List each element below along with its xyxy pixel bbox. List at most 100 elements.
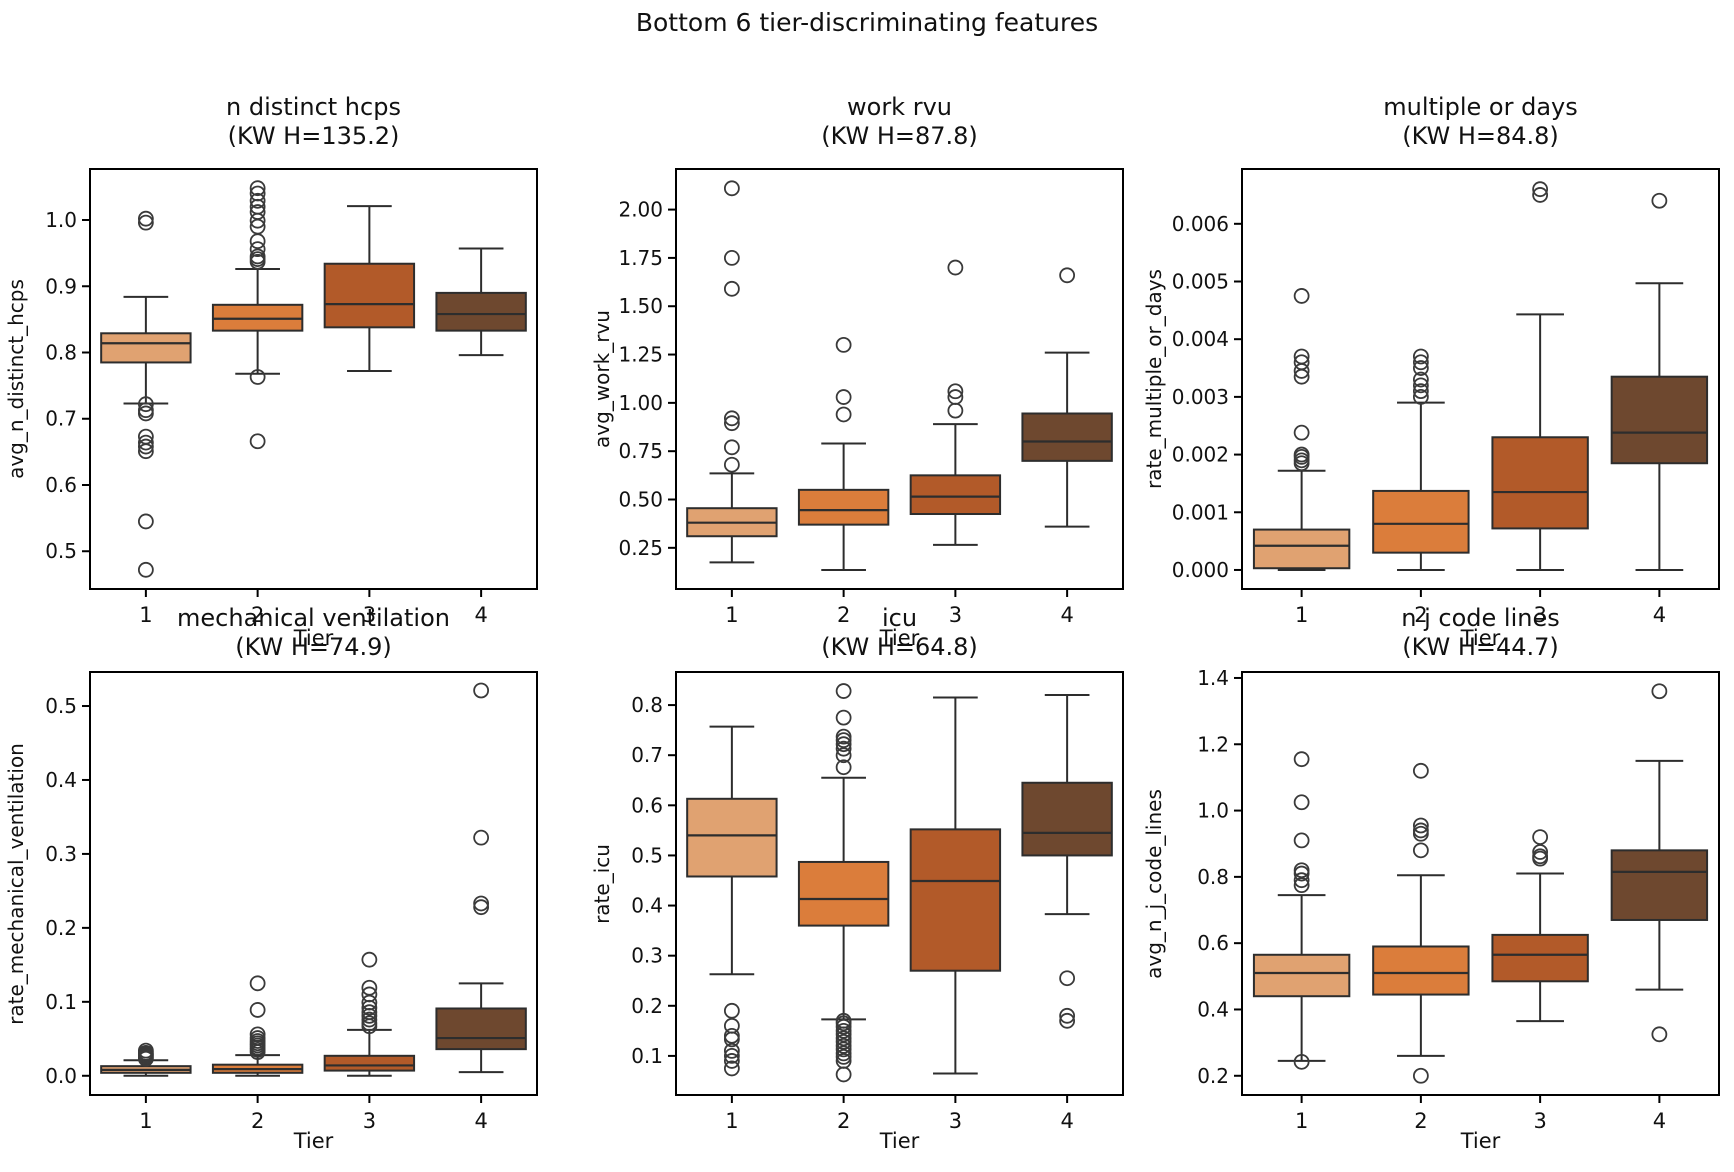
y-tick-label: 0.5: [631, 843, 663, 867]
outlier-point: [1651, 1026, 1668, 1043]
axes-frame: [1241, 671, 1720, 1096]
outlier-point: [1412, 817, 1429, 834]
outlier-point: [1651, 192, 1668, 209]
subplot-kw-stat: (KW H=87.8): [821, 122, 978, 150]
iqr-box: [435, 1007, 527, 1051]
subplot-title-n-distinct-hcps: n distinct hcps (KW H=135.2): [90, 93, 537, 151]
outlier-point: [835, 709, 852, 726]
subplot-title-mechanical-ventilation: mechanical ventilation (KW H=74.9): [90, 604, 537, 662]
axes-icu: 0.1 0.2 0.3 0.4 0.5 0.6 0.7 0.8 1 2 3 4: [631, 671, 1124, 1133]
outlier-point: [1412, 762, 1429, 779]
y-tick-label: 0.50: [618, 488, 663, 512]
box-group-tier-4: [1610, 192, 1709, 571]
outlier-point: [137, 561, 154, 578]
outlier-point: [723, 415, 740, 432]
y-tick-label: 0.6: [1197, 931, 1229, 955]
outlier-point: [1293, 1053, 1310, 1070]
y-tick-label: 0.2: [631, 994, 663, 1018]
outlier-point: [1412, 383, 1429, 400]
outlier-point: [723, 456, 740, 473]
plot-area: [90, 169, 537, 589]
subplot-kw-stat: (KW H=135.2): [227, 122, 400, 150]
subplot-title-work-rvu: work rvu (KW H=87.8): [676, 93, 1123, 151]
y-tick-label: 0.5: [45, 539, 77, 563]
x-tick-label: 1: [139, 603, 152, 627]
y-tick-label: 0.2: [1197, 1064, 1229, 1088]
y-tick-label: 0.004: [1172, 327, 1229, 351]
outlier-point: [835, 740, 852, 757]
x-tick-label: 4: [1060, 1109, 1073, 1133]
outlier-point: [1651, 683, 1668, 700]
outlier-point: [723, 410, 740, 427]
x-tick-label: 3: [363, 1109, 376, 1133]
axes-frame: [89, 671, 538, 1096]
outlier-point: [137, 513, 154, 530]
y-tick-label: 1.0: [45, 208, 77, 232]
subplot-title-text: icu: [881, 604, 918, 632]
x-axis-label-tier: Tier: [879, 626, 920, 650]
box-group-tier-3: [909, 696, 1002, 1075]
outlier-point: [723, 180, 740, 197]
box-group-tier-2: [211, 975, 304, 1077]
outlier-point: [835, 759, 852, 776]
x-axis-label-tier: Tier: [1460, 626, 1501, 650]
y-tick-label: 0.000: [1172, 558, 1229, 582]
x-tick-label: 1: [1295, 603, 1308, 627]
x-tick-label: 1: [725, 603, 738, 627]
outlier-point: [137, 434, 154, 451]
iqr-box: [1252, 953, 1351, 998]
x-tick-label: 2: [837, 603, 850, 627]
x-tick-label: 4: [474, 1109, 487, 1133]
outlier-point: [723, 1002, 740, 1019]
outlier-point: [723, 250, 740, 266]
outlier-point: [723, 1042, 740, 1059]
y-tick-label: 1.4: [1197, 666, 1229, 690]
outlier-point: [723, 1048, 740, 1064]
outlier-point: [249, 433, 266, 450]
axes-n-distinct-hcps: 0.5 0.6 0.7 0.8 0.9 1.0 1 2 3 4: [45, 168, 538, 627]
y-tick-label: 0.1: [631, 1044, 663, 1068]
outlier-point: [835, 683, 852, 699]
outlier-point: [1293, 832, 1310, 849]
subplot-title-multiple-or-days: multiple or days (KW H=84.8): [1242, 93, 1719, 151]
outlier-point: [835, 336, 852, 353]
subplot-title-text: n j code lines: [1401, 604, 1560, 632]
y-tick-label: 0.8: [631, 693, 663, 717]
y-tick-label: 0.2: [45, 916, 77, 940]
outlier-point: [1532, 187, 1549, 203]
iqr-box: [686, 797, 778, 878]
outlier-point: [1293, 424, 1310, 441]
outlier-point: [249, 180, 266, 197]
iqr-box: [1021, 781, 1113, 857]
iqr-box: [1610, 375, 1709, 465]
outlier-point: [249, 1002, 266, 1018]
x-axis-label-tier: Tier: [1460, 1129, 1501, 1153]
x-tick-label: 4: [1060, 603, 1073, 627]
outlier-point: [249, 369, 266, 385]
outlier-point: [1293, 368, 1310, 385]
subplot-title-text: n distinct hcps: [226, 93, 401, 121]
outlier-point: [1412, 360, 1429, 376]
outlier-point: [835, 1041, 852, 1058]
outlier-point: [137, 214, 154, 231]
box-group-tier-1: [686, 725, 778, 1077]
subplot-kw-stat: (KW H=74.9): [235, 633, 392, 661]
subplot-kw-stat: (KW H=64.8): [821, 633, 978, 661]
outlier-point: [723, 1060, 740, 1077]
x-axis-label-tier: Tier: [293, 626, 334, 650]
outlier-point: [137, 438, 154, 455]
y-tick-label: 0.3: [45, 842, 77, 866]
axes-mechanical-ventilation: 0.0 0.1 0.2 0.3 0.4 0.5 1 2 3 4: [45, 671, 538, 1133]
x-tick-label: 2: [1414, 603, 1427, 627]
outlier-point: [249, 253, 266, 270]
outlier-point: [723, 439, 740, 456]
outlier-point: [1412, 388, 1429, 405]
subplot-kw-stat: (KW H=44.7): [1402, 633, 1559, 661]
outlier-point: [137, 443, 154, 460]
outlier-point: [723, 1053, 740, 1069]
x-tick-label: 3: [949, 603, 962, 627]
box-group-tier-3: [323, 951, 416, 1077]
iqr-box: [323, 1054, 416, 1072]
outlier-point: [1293, 865, 1310, 882]
